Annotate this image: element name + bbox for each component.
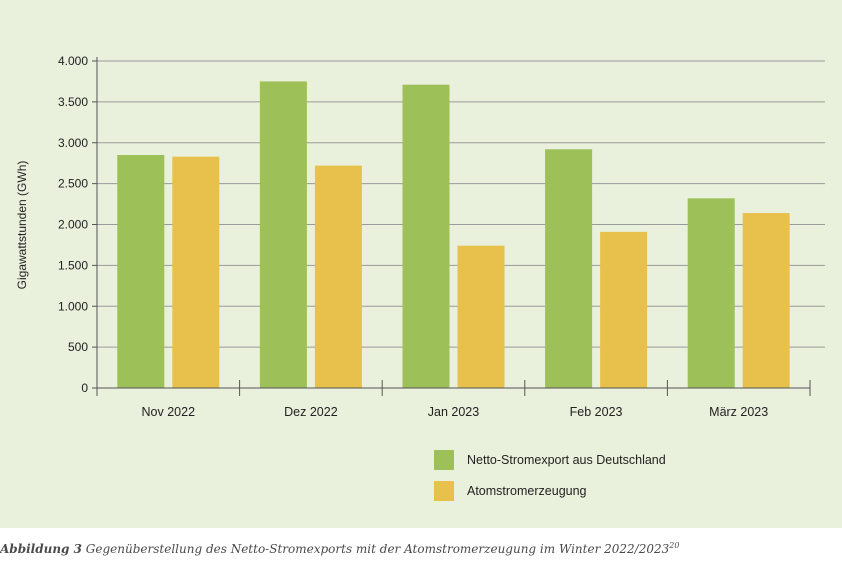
bar-export: [259, 81, 307, 388]
bar-nuclear: [457, 245, 505, 388]
legend-label-nuclear: Atomstromerzeugung: [467, 484, 587, 498]
x-tick-label: Jan 2023: [428, 405, 479, 419]
bar-nuclear: [172, 156, 220, 388]
y-tick-label: 2.500: [58, 177, 88, 191]
figure-caption: Abbildung 3 Gegenüberstellung des Netto-…: [0, 541, 679, 556]
legend-item-nuclear: Atomstromerzeugung: [434, 481, 666, 501]
bar-nuclear: [742, 213, 790, 388]
legend-swatch-export: [434, 450, 454, 470]
bar-export: [545, 149, 593, 388]
legend-label-export: Netto-Stromexport aus Deutschland: [467, 453, 666, 467]
y-tick-label: 500: [68, 340, 88, 354]
x-tick-label: Feb 2023: [570, 405, 623, 419]
bar-chart: 0 500 1.000 1.500 2.000 2.500 3.000 3.500 4.000 N…: [15, 54, 825, 419]
x-tick-label: März 2023: [709, 405, 768, 419]
legend: Netto-Stromexport aus Deutschland Atomst…: [434, 450, 666, 512]
y-tick-label: 1.500: [58, 258, 88, 272]
caption-label: Abbildung 3: [0, 542, 82, 556]
y-tick-label: 2.000: [58, 218, 88, 232]
caption-text: Gegenüberstellung des Netto-Stromexports…: [81, 542, 670, 556]
y-tick-label: 1.000: [58, 299, 88, 313]
y-tick-label: 3.000: [58, 136, 88, 150]
chart-panel: 0 500 1.000 1.500 2.000 2.500 3.000 3.500 4.000 N…: [0, 0, 842, 528]
x-tick-label: Nov 2022: [142, 405, 196, 419]
legend-swatch-nuclear: [434, 481, 454, 501]
bar-nuclear: [314, 165, 362, 388]
y-tick-label: 0: [81, 381, 88, 395]
legend-item-export: Netto-Stromexport aus Deutschland: [434, 450, 666, 470]
y-axis-label: Gigawattstunden (GWh): [15, 161, 29, 290]
bar-nuclear: [600, 231, 648, 388]
y-tick-label: 4.000: [58, 54, 88, 68]
y-tick-label: 3.500: [58, 95, 88, 109]
caption-footnote: 20: [669, 541, 680, 550]
bar-export: [402, 84, 450, 389]
bar-export: [117, 155, 165, 388]
bar-export: [687, 198, 735, 388]
x-tick-label: Dez 2022: [284, 405, 338, 419]
